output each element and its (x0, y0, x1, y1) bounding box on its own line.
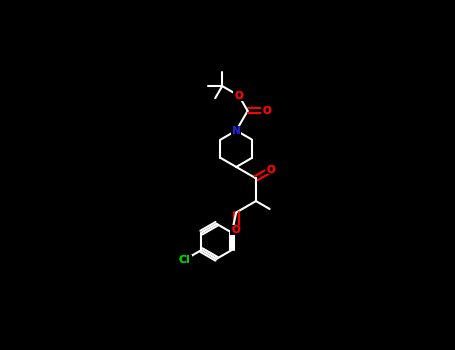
Text: O: O (267, 164, 275, 175)
Text: N: N (232, 126, 241, 135)
Text: Cl: Cl (179, 255, 191, 265)
Text: O: O (263, 106, 271, 116)
Text: O: O (234, 91, 243, 101)
Text: O: O (267, 164, 275, 175)
Text: O: O (232, 225, 241, 235)
Text: N: N (232, 126, 241, 135)
FancyBboxPatch shape (261, 106, 273, 116)
FancyBboxPatch shape (231, 126, 241, 135)
Text: O: O (232, 225, 241, 235)
FancyBboxPatch shape (230, 225, 243, 235)
FancyBboxPatch shape (265, 165, 278, 175)
Text: Cl: Cl (179, 255, 191, 265)
FancyBboxPatch shape (177, 255, 192, 265)
Text: O: O (234, 91, 243, 101)
Text: O: O (263, 106, 271, 116)
FancyBboxPatch shape (233, 91, 245, 100)
